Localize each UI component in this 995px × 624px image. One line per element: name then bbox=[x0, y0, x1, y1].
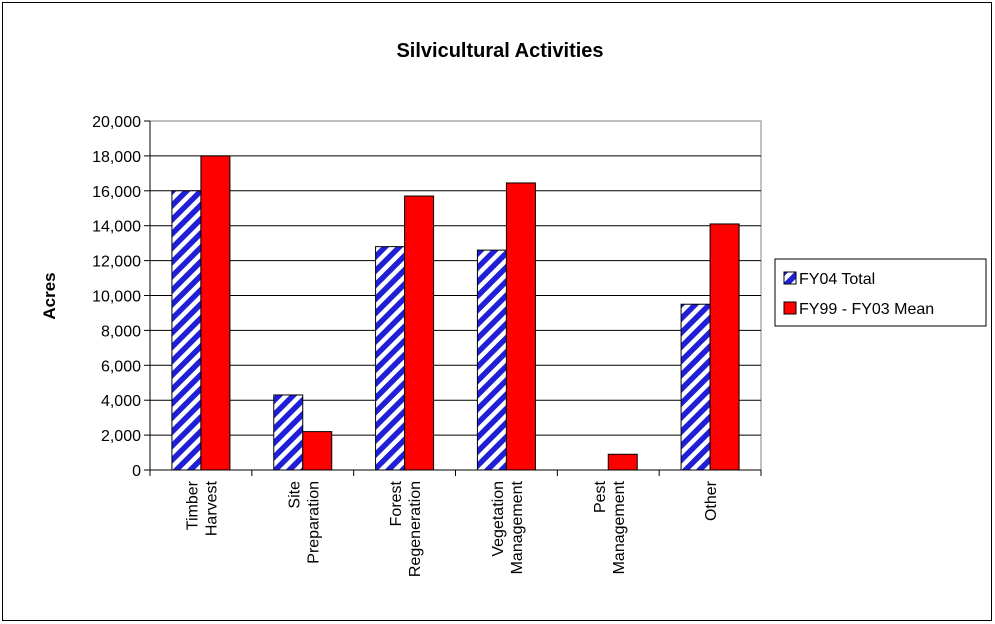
bar-fy99-fy03-mean bbox=[505, 182, 536, 471]
x-category-label-line: Forest bbox=[388, 480, 405, 526]
bar-fy99-fy03-mean bbox=[200, 155, 231, 471]
bar-fy04-total bbox=[680, 303, 711, 471]
y-tick-label: 6,000 bbox=[101, 358, 141, 375]
bar-fy99-fy03-mean bbox=[302, 431, 333, 471]
x-category-label-line: Management bbox=[509, 480, 526, 574]
bar-fy99-fy03-mean bbox=[404, 195, 435, 471]
chart-title: Silvicultural Activities bbox=[396, 40, 603, 62]
x-category-label-line: Regeneration bbox=[407, 481, 424, 577]
y-tick-label: 16,000 bbox=[92, 184, 141, 201]
x-category-label-line: Other bbox=[703, 480, 720, 521]
bar-fy04-total bbox=[476, 249, 507, 471]
x-category-label: Site Preparation bbox=[286, 481, 322, 564]
x-category-label-line: Harvest bbox=[203, 480, 220, 536]
x-category-label-line: Management bbox=[611, 480, 628, 574]
x-category-label: Forest Regeneration bbox=[388, 480, 424, 577]
bars bbox=[171, 155, 740, 471]
x-category-label-line: Pest bbox=[592, 480, 609, 513]
legend-label-fy99-fy03-mean: FY99 - FY03 Mean bbox=[799, 301, 934, 318]
y-axis-title: Acres bbox=[40, 272, 59, 319]
y-tick-label: 0 bbox=[132, 463, 141, 480]
x-category-label: Pest Management bbox=[592, 480, 628, 574]
x-axis-category-labels: Timber Harvest Site Preparation Forest Regene… bbox=[184, 480, 720, 577]
legend: FY04 Total FY99 - FY03 Mean bbox=[774, 258, 987, 327]
x-category-label-line: Timber bbox=[184, 480, 201, 530]
legend-swatch-fy04-total bbox=[783, 271, 797, 285]
legend-swatch-fy99-fy03-mean bbox=[783, 301, 797, 315]
x-category-label: Timber Harvest bbox=[184, 480, 220, 536]
legend-box bbox=[774, 258, 987, 327]
bar-fy04-total bbox=[375, 246, 406, 471]
y-tick-label: 2,000 bbox=[101, 428, 141, 445]
bar-fy04-total bbox=[273, 394, 304, 471]
y-tick-label: 18,000 bbox=[92, 149, 141, 166]
y-tick-label: 8,000 bbox=[101, 323, 141, 340]
y-axis-ticks: 0 2,000 4,000 6,000 8,000 10,000 12,000 14,000 1… bbox=[92, 114, 150, 480]
x-category-label: Vegetation Management bbox=[490, 480, 526, 574]
bar-chart: Silvicultural Activities Acres 0 2,000 4,0… bbox=[40, 40, 987, 577]
bar-fy99-fy03-mean bbox=[607, 453, 638, 471]
x-category-label: Other bbox=[703, 480, 720, 521]
y-tick-label: 10,000 bbox=[92, 289, 141, 306]
x-category-label-line: Preparation bbox=[305, 481, 322, 564]
bar-fy99-fy03-mean bbox=[709, 223, 740, 471]
gridlines bbox=[150, 155, 761, 436]
x-category-label-line: Site bbox=[286, 481, 303, 509]
y-tick-label: 4,000 bbox=[101, 393, 141, 410]
y-tick-label: 14,000 bbox=[92, 219, 141, 236]
x-category-label-line: Vegetation bbox=[490, 481, 507, 557]
bar-fy04-total bbox=[171, 190, 202, 471]
y-tick-label: 12,000 bbox=[92, 254, 141, 271]
legend-label-fy04-total: FY04 Total bbox=[799, 271, 875, 288]
y-tick-label: 20,000 bbox=[92, 114, 141, 131]
